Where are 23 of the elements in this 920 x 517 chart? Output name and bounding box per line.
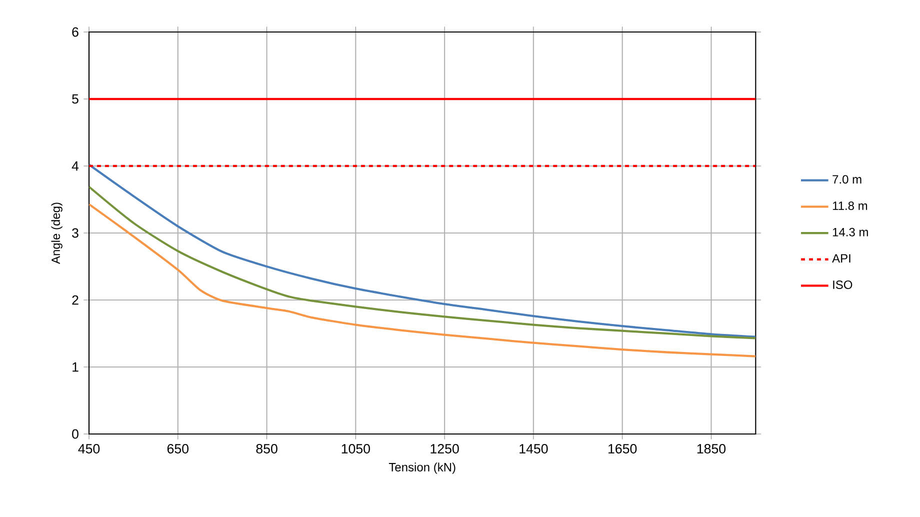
legend-label: API: [832, 254, 850, 262]
x-tick-label: 850: [256, 444, 278, 454]
legend-label: ISO: [833, 280, 852, 290]
x-tick-label: 1650: [608, 444, 637, 454]
y-tick-label: 6: [72, 27, 78, 37]
y-tick-label: 0: [72, 429, 78, 439]
y-axis-title: Angle (deg): [51, 202, 62, 264]
y-tick-label: 2: [72, 295, 78, 305]
y-tick-label: 4: [72, 161, 79, 171]
legend-label: 11.8 m: [832, 201, 868, 210]
x-tick-label: 650: [167, 444, 189, 454]
x-tick-label: 1450: [520, 444, 548, 454]
x-tick-label: 1850: [697, 444, 726, 454]
legend-label: 7.0 m: [832, 175, 862, 184]
y-tick-label: 1: [72, 362, 78, 372]
y-tick-label: 5: [72, 94, 78, 104]
y-tick-label: 3: [72, 228, 78, 238]
x-tick-label: 450: [78, 444, 100, 454]
line-series: [89, 203, 756, 358]
legend-label: 14.3 m: [832, 228, 868, 236]
x-axis-title: Tension (kN): [388, 462, 456, 474]
x-tick-label: 1050: [342, 444, 370, 454]
x-tick-label: 1250: [430, 444, 459, 454]
